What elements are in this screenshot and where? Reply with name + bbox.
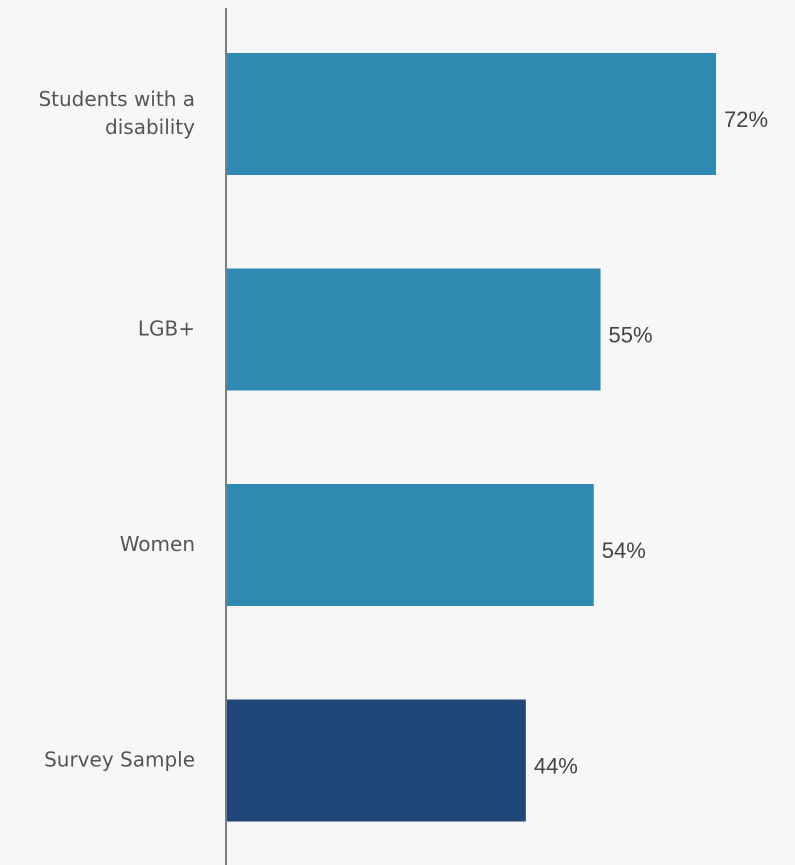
bar-students-with-a-disability xyxy=(227,53,716,175)
category-label-line: LGB+ xyxy=(138,316,195,340)
bar-women xyxy=(227,484,594,606)
bar-survey-sample xyxy=(227,699,526,822)
value-label-lgb: 55% xyxy=(609,322,653,347)
bars-group: 72% Students with a disability 55% LGB+ 54% Wo… xyxy=(38,53,768,822)
bar-lgb xyxy=(227,268,601,391)
category-label-lgb: LGB+ xyxy=(138,316,195,340)
value-label-women: 54% xyxy=(602,538,646,563)
category-label-students-with-a-disability: Students with a disability xyxy=(38,87,195,139)
category-label-line: Survey Sample xyxy=(44,747,195,771)
category-label-survey-sample: Survey Sample xyxy=(44,747,195,771)
category-label-line: Women xyxy=(120,532,195,556)
value-label-students-with-a-disability: 72% xyxy=(724,107,768,132)
category-label-women: Women xyxy=(120,532,195,556)
value-label-survey-sample: 44% xyxy=(534,753,578,778)
category-label-line: disability xyxy=(105,115,195,139)
category-label-line: Students with a xyxy=(38,87,195,111)
